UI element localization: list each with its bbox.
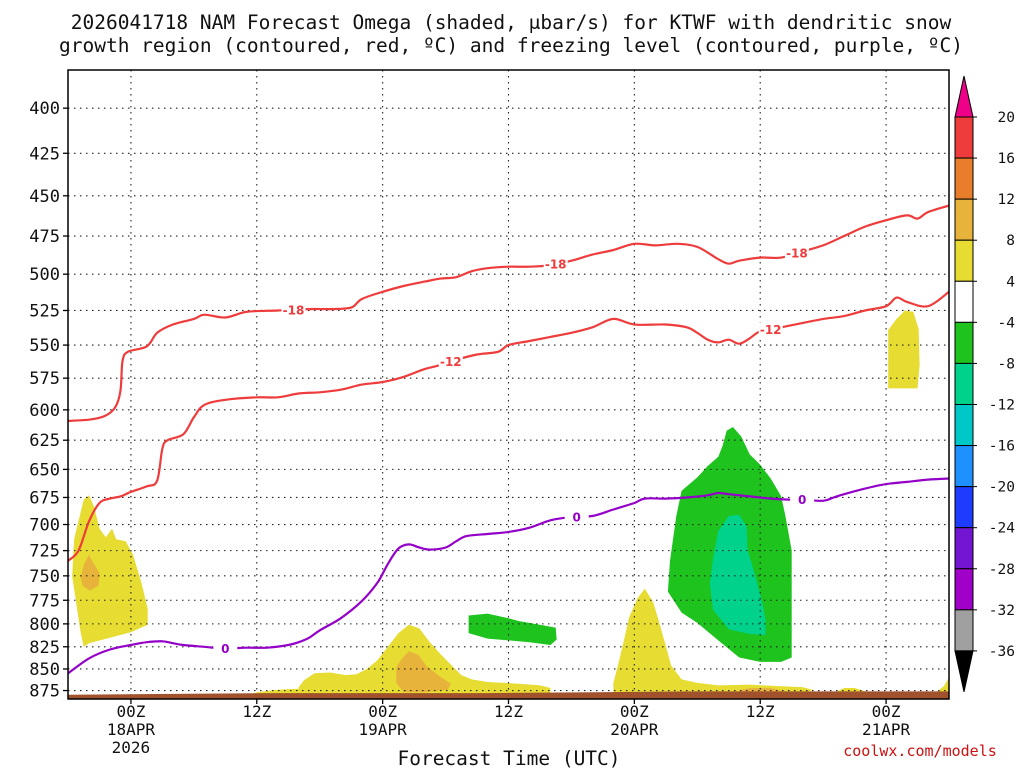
orange-8-region-b: [396, 651, 451, 693]
yellow-4-region-a: [72, 495, 148, 647]
x-tick-label: 00Z: [116, 702, 145, 721]
colorbar-swatch: [954, 280, 974, 323]
colorbar-label: -16: [989, 439, 1015, 455]
y-tick-label: 400: [29, 99, 60, 119]
colorbar-label: 16: [998, 151, 1015, 167]
colorbar-swatch: [954, 568, 974, 611]
colorbar-label: -4: [998, 315, 1016, 331]
orange-8-region-a: [80, 554, 100, 591]
colorbar-label: 20: [998, 110, 1015, 126]
x-tick-label: 21APR: [862, 720, 911, 739]
yellow-4-region-c: [298, 624, 551, 697]
green-minus4-region-a: [468, 613, 557, 645]
contour-label: -18: [283, 303, 305, 317]
colorbar-swatch: [954, 321, 974, 364]
y-tick-label: 550: [29, 336, 60, 356]
colorbar-swatch: [954, 527, 974, 570]
chart-title-line-2: growth region (contoured, red, ºC) and f…: [59, 34, 963, 57]
colorbar-bottom-arrow: [954, 650, 974, 693]
x-tick-label: 12Z: [242, 702, 271, 721]
x-tick-label: 12Z: [746, 702, 775, 721]
credit-text: coolwx.com/models: [843, 742, 997, 760]
y-tick-label: 725: [29, 542, 60, 562]
contour-label: -18: [786, 247, 808, 261]
y-tick-label: 775: [29, 591, 60, 611]
contour-label-bg: [213, 641, 238, 656]
y-tick-label: 475: [29, 227, 60, 247]
contour-label-bg: [438, 354, 463, 369]
contour-label-bg: [281, 302, 306, 317]
colorbar-swatch: [954, 486, 974, 529]
y-tick-label: 825: [29, 638, 60, 658]
contour-label-bg: [790, 492, 815, 507]
colorbar-label: -32: [989, 603, 1015, 619]
x-tick-label: 12Z: [494, 702, 523, 721]
colorbar-swatch: [954, 116, 974, 159]
x-tick-label: 19APR: [359, 720, 408, 739]
x-tick-label: 00Z: [620, 702, 649, 721]
colorbar-label: 12: [998, 192, 1015, 208]
contour-label-bg: [784, 246, 809, 261]
colorbar-swatch: [954, 362, 974, 405]
y-tick-label: 700: [29, 516, 60, 536]
colorbar-swatch: [954, 157, 974, 200]
colorbar-swatch: [954, 403, 974, 447]
y-tick-label: 450: [29, 187, 60, 207]
plot-background: [68, 70, 949, 699]
contour-label-bg: [758, 322, 783, 337]
contour-label: 0: [798, 493, 806, 507]
y-tick-label: 575: [29, 369, 60, 389]
contour-label-bg: [564, 509, 589, 524]
yellow-4-region-b: [888, 310, 920, 389]
colorbar-label: -12: [989, 397, 1015, 413]
contour-label: -18: [545, 258, 567, 272]
contour-label: 0: [572, 510, 580, 524]
colorbar-label: 8: [1006, 233, 1015, 249]
colorbar-swatch: [954, 239, 974, 282]
yellow-4-region-d: [613, 588, 813, 695]
y-tick-label: 425: [29, 144, 60, 164]
colorbar-label: 4: [1006, 274, 1015, 290]
y-tick-label: 850: [29, 660, 60, 680]
y-tick-label: 875: [29, 682, 60, 702]
y-tick-label: 600: [29, 401, 60, 421]
x-tick-label: 18APR: [107, 720, 156, 739]
colorbar-label: -24: [989, 521, 1015, 537]
contour-label: -12: [760, 323, 782, 337]
chart-title-line-1: 2026041718 NAM Forecast Omega (shaded, μ…: [71, 11, 952, 34]
colorbar-swatch: [954, 609, 974, 652]
minus12-isotherm-line: [68, 290, 949, 562]
contour-label: -12: [440, 355, 462, 369]
terrain-layer: [68, 691, 949, 699]
x-tick-label: 00Z: [872, 702, 901, 721]
colorbar-label: -20: [989, 480, 1015, 496]
teal-minus8-region: [709, 514, 766, 635]
y-tick-label: 675: [29, 488, 60, 508]
y-axis-pressure: 400 425 450 475 500 525 550 575 600 625 650 675 700 7…: [29, 99, 68, 702]
colorbar-label: -8: [998, 356, 1015, 372]
colorbar-swatch: [954, 198, 974, 241]
y-tick-label: 500: [29, 265, 60, 285]
colorbar-label: -36: [989, 644, 1015, 660]
colorbar-top-arrow: [954, 75, 974, 118]
colorbar: 20 16 12 8 4 -4 -8 -12 -16 -20 -24 -28 -32 -36: [954, 75, 1016, 693]
x-axis-label: Forecast Time (UTC): [397, 747, 620, 768]
contour-label: 0: [221, 642, 229, 656]
x-tick-label: 2026: [112, 738, 151, 757]
y-tick-label: 525: [29, 301, 60, 321]
y-tick-label: 650: [29, 460, 60, 480]
y-tick-label: 625: [29, 431, 60, 451]
contour-labels: -18 -18 -18 -12 -12 0 0 0: [213, 246, 815, 656]
colorbar-label: -28: [989, 562, 1015, 578]
x-tick-label: 00Z: [368, 702, 397, 721]
colorbar-swatch: [954, 445, 974, 488]
y-tick-label: 800: [29, 615, 60, 635]
omega-shading: [72, 310, 949, 697]
terrain-surface: [68, 691, 949, 699]
y-tick-label: 750: [29, 567, 60, 587]
x-tick-label: 20APR: [610, 720, 659, 739]
contour-label-bg: [543, 257, 568, 272]
